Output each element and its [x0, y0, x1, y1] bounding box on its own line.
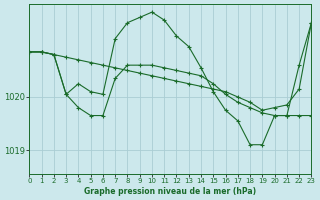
- X-axis label: Graphe pression niveau de la mer (hPa): Graphe pression niveau de la mer (hPa): [84, 187, 256, 196]
